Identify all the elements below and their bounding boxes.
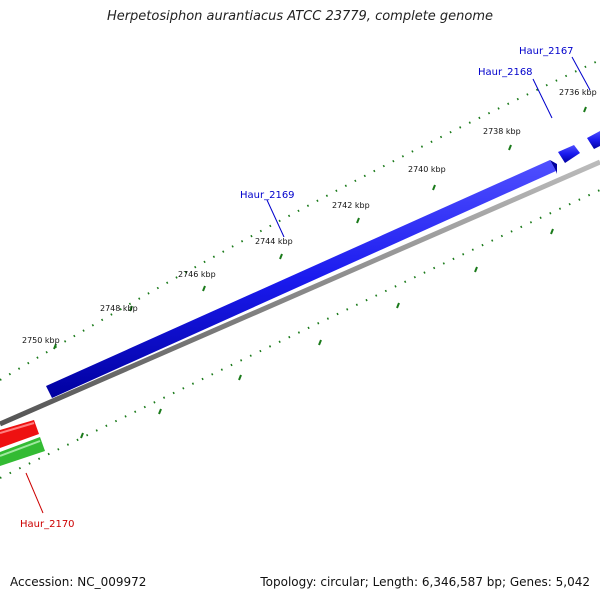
kbp-label-2736: 2736 kbp [559, 88, 597, 97]
outer-major-ticks [53, 106, 587, 350]
gene-bar-haur-2169[interactable] [46, 160, 556, 398]
kbp-label-2748: 2748 kbp [100, 304, 138, 313]
gene-bar-haur-2169-side [550, 160, 557, 174]
leader-haur-2167 [571, 56, 591, 91]
gene-label-haur-2169[interactable]: Haur_2169 [240, 190, 295, 201]
leader-haur-2170 [25, 472, 44, 514]
kbp-label-2742: 2742 kbp [332, 201, 370, 210]
genome-stats-text: Topology: circular; Length: 6,346,587 bp… [260, 575, 590, 589]
gene-bar-haur-2168[interactable] [558, 145, 580, 163]
kbp-label-2750: 2750 kbp [22, 336, 60, 345]
gene-label-haur-2170[interactable]: Haur_2170 [20, 519, 75, 530]
accession-text: Accession: NC_009972 [10, 575, 147, 589]
gene-label-haur-2167[interactable]: Haur_2167 [519, 46, 574, 57]
leader-haur-2168 [532, 78, 553, 119]
gene-bar-haur-2170-highlight [0, 422, 35, 434]
gene-bar-haur-2170[interactable] [0, 420, 39, 448]
kbp-label-2744: 2744 kbp [255, 237, 293, 246]
leader-haur-2169 [266, 199, 285, 238]
kbp-label-2738: 2738 kbp [483, 127, 521, 136]
kbp-label-2746: 2746 kbp [178, 270, 216, 279]
genome-backbone [0, 159, 600, 427]
green-track-highlight [0, 440, 41, 457]
inner-tick-ring [0, 189, 600, 479]
gene-label-haur-2168[interactable]: Haur_2168 [478, 67, 533, 78]
gene-bar-haur-2167[interactable] [587, 131, 600, 149]
inner-major-ticks [80, 228, 554, 439]
kbp-label-2740: 2740 kbp [408, 165, 446, 174]
outer-tick-ring [0, 59, 600, 381]
map-title: Herpetosiphon aurantiacus ATCC 23779, co… [106, 9, 494, 24]
